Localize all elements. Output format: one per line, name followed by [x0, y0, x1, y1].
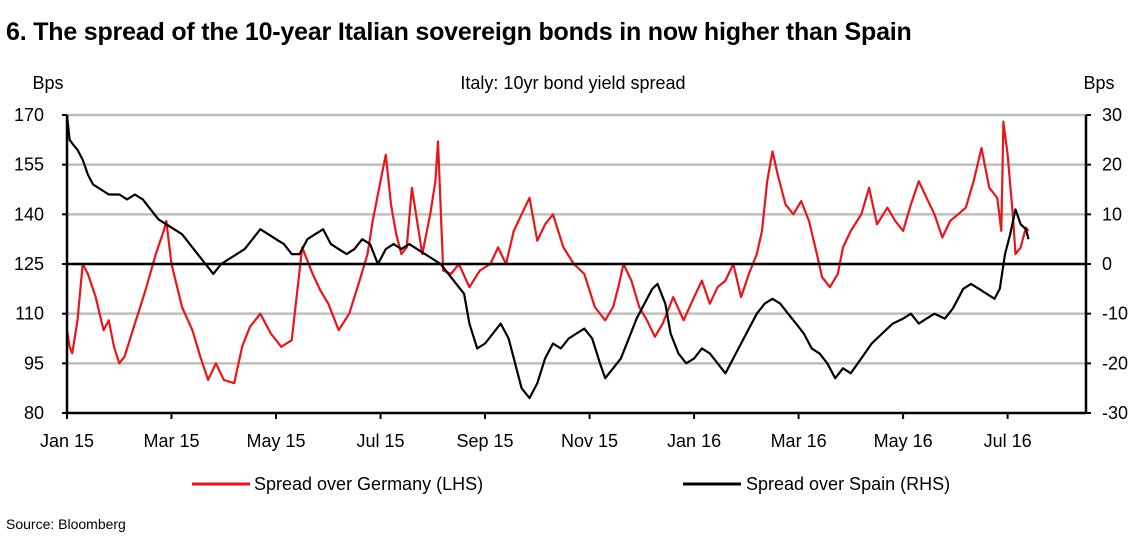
y-tick-label-right: 10: [1102, 204, 1122, 224]
y-axis-label-left: Bps: [32, 73, 63, 93]
source-note: Source: Bloomberg: [6, 516, 126, 532]
y-tick-label-right: 0: [1102, 254, 1112, 274]
y-tick-label-left: 155: [14, 155, 44, 175]
y-tick-label-left: 95: [24, 353, 44, 373]
y-tick-label-right: -30: [1102, 403, 1128, 423]
y-tick-label-left: 110: [15, 304, 44, 324]
x-tick-label: Jul 16: [984, 431, 1032, 451]
axes: Bps Bps Italy: 10yr bond yield spread 80…: [14, 73, 1128, 451]
y-tick-label-left: 80: [24, 403, 44, 423]
y-tick-label-right: -20: [1102, 353, 1128, 373]
y-tick-label-right: 30: [1102, 105, 1122, 125]
legend: Spread over Germany (LHS) Spread over Spa…: [192, 474, 950, 494]
chart-title: 6. The spread of the 10-year Italian sov…: [6, 18, 912, 46]
x-tick-label: May 16: [874, 431, 933, 451]
y-tick-label-left: 170: [14, 105, 44, 125]
y-axis-label-right: Bps: [1083, 73, 1114, 93]
series-line-germany: [65, 120, 1030, 385]
legend-label: Spread over Spain (RHS): [746, 474, 950, 494]
x-tick-label: Nov 15: [561, 431, 618, 451]
x-tick-label: Jan 16: [667, 431, 721, 451]
y-tick-label-left: 140: [14, 204, 44, 224]
y-tick-label-right: -10: [1102, 304, 1128, 324]
y-tick-label-right: 20: [1102, 155, 1122, 175]
x-tick-label: Jan 15: [40, 431, 94, 451]
x-tick-label: Jul 15: [357, 431, 405, 451]
x-tick-label: May 15: [247, 431, 306, 451]
gridlines: [67, 113, 1086, 365]
series-line-spain: [65, 114, 1030, 400]
x-tick-label: Mar 15: [143, 431, 199, 451]
series-lines: [65, 114, 1030, 400]
x-tick-label: Sep 15: [457, 431, 514, 451]
y-tick-label-left: 125: [14, 254, 44, 274]
legend-label: Spread over Germany (LHS): [254, 474, 483, 494]
axis-lines: [62, 114, 1091, 419]
x-tick-label: Mar 16: [771, 431, 827, 451]
chart-subtitle: Italy: 10yr bond yield spread: [460, 73, 685, 93]
